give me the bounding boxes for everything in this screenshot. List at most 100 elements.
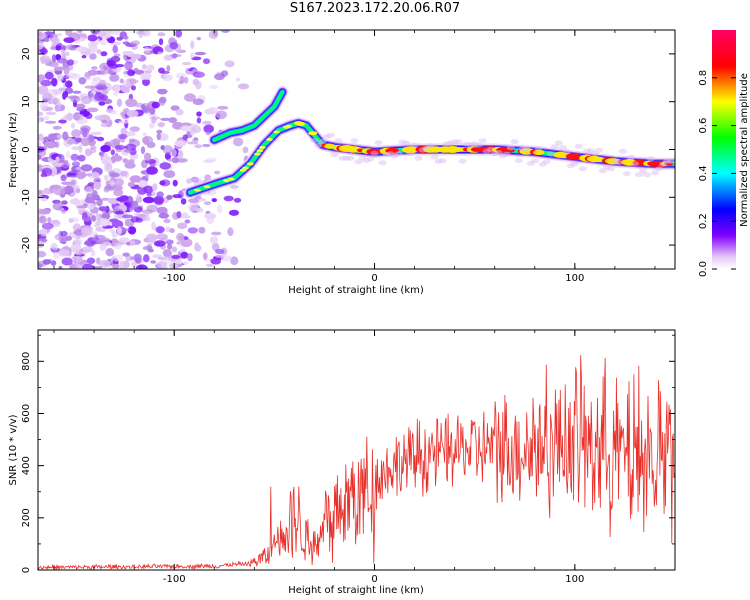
noise-blob <box>87 92 94 99</box>
noise-blob <box>63 37 75 43</box>
noise-blob <box>81 226 93 236</box>
snr-x-axis-label: Height of straight line (km) <box>288 585 424 596</box>
noise-blob <box>195 80 202 90</box>
noise-blob <box>171 246 178 253</box>
ridge-hotspot <box>592 156 605 163</box>
ridge-halo <box>394 151 403 157</box>
ridge-halo <box>334 138 343 144</box>
ridge-hotspot <box>256 149 264 153</box>
noise-blob <box>126 131 136 137</box>
ridge-halo <box>514 158 523 164</box>
noise-blob <box>179 75 185 85</box>
noise-blob <box>99 39 108 46</box>
noise-blob <box>121 214 134 219</box>
ridge-halo <box>374 140 383 146</box>
ridge-halo <box>530 158 539 164</box>
noise-blob <box>190 40 195 49</box>
noise-blob <box>38 111 44 117</box>
noise-blob <box>188 198 200 204</box>
noise-blob <box>80 96 92 105</box>
ridge-halo <box>594 147 603 153</box>
spectrogram-y-axis-label: Frequency (Hz) <box>8 112 19 188</box>
noise-blob <box>39 55 51 63</box>
noise-blob <box>188 202 198 212</box>
noise-blob <box>65 30 73 37</box>
noise-blob <box>53 66 65 71</box>
noise-blob <box>65 51 70 57</box>
ridge-halo <box>486 147 495 152</box>
noise-blob <box>80 198 85 204</box>
noise-blob <box>221 30 230 33</box>
noise-blob <box>81 55 87 59</box>
spectrogram-x-tick-label: 0 <box>371 273 377 284</box>
noise-blob <box>146 166 158 175</box>
noise-blob <box>176 158 188 163</box>
noise-blob <box>44 120 57 124</box>
ridge-hotspot <box>247 162 254 166</box>
colorbar-tick-label: 0.8 <box>698 70 709 86</box>
noise-blob <box>82 131 88 138</box>
noise-blob <box>65 113 75 120</box>
noise-blob <box>119 260 127 269</box>
ridge-halo <box>430 154 439 160</box>
noise-blob <box>113 242 122 250</box>
ridge-halo <box>634 172 643 178</box>
ridge-halo <box>562 149 571 155</box>
noise-blob <box>110 155 116 164</box>
noise-blob <box>109 180 116 186</box>
noise-blob <box>116 98 123 107</box>
noise-blob <box>65 44 77 50</box>
noise-blob <box>75 46 88 52</box>
noise-blob <box>107 36 116 44</box>
colorbar-label: Normalized spectral amplitude <box>739 73 750 227</box>
noise-blob <box>182 261 189 265</box>
noise-blob <box>75 103 86 110</box>
noise-blob <box>94 266 100 269</box>
noise-blob <box>100 237 111 242</box>
noise-blob <box>67 59 74 66</box>
noise-blob <box>114 210 125 215</box>
noise-blob <box>113 92 119 96</box>
colorbar: 0.0 0.2 0.4 0.6 0.8 Normalized spectral ampl… <box>698 30 750 277</box>
noise-blob <box>90 85 96 91</box>
noise-blob <box>163 211 169 219</box>
noise-blob <box>124 170 130 179</box>
noise-blob <box>66 72 77 79</box>
noise-blob <box>43 136 49 143</box>
noise-blob <box>100 51 108 57</box>
noise-blob <box>133 67 139 72</box>
noise-blob <box>64 185 74 194</box>
noise-blob <box>126 110 139 118</box>
colorbar-tick-label: 0.0 <box>698 261 709 277</box>
noise-blob <box>233 197 242 203</box>
noise-blob <box>203 201 212 206</box>
noise-blob <box>84 186 93 195</box>
noise-blob <box>158 98 166 106</box>
noise-blob <box>97 31 107 37</box>
spectrogram-y-tick-label: 20 <box>21 48 32 61</box>
ridge-halo <box>638 168 647 174</box>
noise-blob <box>96 85 108 90</box>
ridge-halo <box>506 145 515 151</box>
noise-blob <box>141 104 146 109</box>
ridge-halo <box>378 160 387 166</box>
noise-blob <box>203 124 214 134</box>
noise-blob <box>206 215 215 224</box>
ridge-halo <box>598 168 607 174</box>
ridge-halo <box>478 138 487 144</box>
noise-blob <box>101 119 108 124</box>
noise-blob <box>91 66 98 70</box>
noise-blob <box>96 199 103 207</box>
noise-blob <box>142 196 155 204</box>
noise-blob <box>141 64 147 70</box>
noise-blob <box>202 143 211 148</box>
noise-blob <box>99 218 109 227</box>
noise-blob <box>165 257 173 265</box>
colorbar-tick-label: 0.2 <box>698 213 709 229</box>
noise-blob <box>207 107 218 115</box>
noise-blob <box>186 178 193 184</box>
spectrogram-y-tick-label: -20 <box>21 237 32 253</box>
noise-blob <box>78 77 87 85</box>
ridge-halo <box>354 159 363 165</box>
noise-blob <box>70 95 81 103</box>
